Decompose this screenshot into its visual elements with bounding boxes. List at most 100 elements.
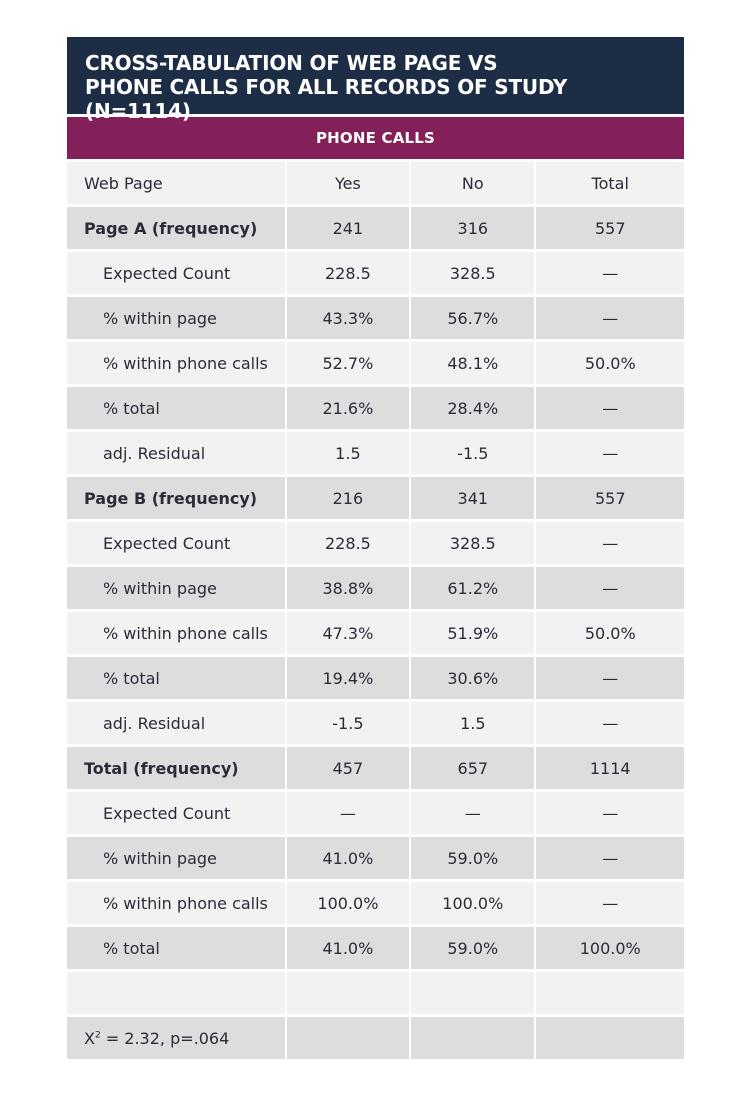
cell-yes: 21.6% bbox=[286, 387, 410, 429]
cell-yes: 52.7% bbox=[286, 342, 410, 384]
cell-total: — bbox=[536, 567, 684, 609]
cell-yes: 228.5 bbox=[286, 252, 410, 294]
table-row: adj. Residual -1.5 1.5 — bbox=[67, 702, 684, 744]
row-label: Expected Count bbox=[67, 792, 285, 834]
cell-total: 100.0% bbox=[536, 927, 684, 969]
table-row: % total 41.0% 59.0% 100.0% bbox=[67, 927, 684, 969]
row-label: % within phone calls bbox=[67, 612, 285, 654]
cell-yes: 41.0% bbox=[286, 837, 410, 879]
cell-no: 30.6% bbox=[411, 657, 535, 699]
cell-no: 56.7% bbox=[411, 297, 535, 339]
empty-cell bbox=[286, 1017, 410, 1059]
table-row: Page B (frequency) 216 341 557 bbox=[67, 477, 684, 519]
cell-yes: 41.0% bbox=[286, 927, 410, 969]
crosstab-card: CROSS-TABULATION OF WEB PAGE VS PHONE CA… bbox=[67, 37, 684, 1062]
column-header-total: Total bbox=[536, 162, 684, 204]
title-line-1: CROSS-TABULATION OF WEB PAGE VS bbox=[85, 51, 498, 75]
cell-no: 657 bbox=[411, 747, 535, 789]
cell-no: 51.9% bbox=[411, 612, 535, 654]
footnote-superscript: 2 bbox=[94, 1030, 101, 1041]
row-label: Expected Count bbox=[67, 252, 285, 294]
cell-no: -1.5 bbox=[411, 432, 535, 474]
cell-total: — bbox=[536, 792, 684, 834]
table-row: % within phone calls 52.7% 48.1% 50.0% bbox=[67, 342, 684, 384]
empty-cell bbox=[411, 1017, 535, 1059]
row-label: adj. Residual bbox=[67, 702, 285, 744]
row-label: adj. Residual bbox=[67, 432, 285, 474]
cell-yes: 241 bbox=[286, 207, 410, 249]
table-row: % total 21.6% 28.4% — bbox=[67, 387, 684, 429]
cell-total: 557 bbox=[536, 477, 684, 519]
cell-no: 59.0% bbox=[411, 927, 535, 969]
table-row: % within page 43.3% 56.7% — bbox=[67, 297, 684, 339]
cell-no: 48.1% bbox=[411, 342, 535, 384]
table-row: % within phone calls 100.0% 100.0% — bbox=[67, 882, 684, 924]
cell-yes: 457 bbox=[286, 747, 410, 789]
cell-yes: 216 bbox=[286, 477, 410, 519]
footnote-symbol: X bbox=[84, 1028, 95, 1048]
table-title: CROSS-TABULATION OF WEB PAGE VS PHONE CA… bbox=[67, 37, 684, 123]
table-row: % within phone calls 47.3% 51.9% 50.0% bbox=[67, 612, 684, 654]
row-label: % within page bbox=[67, 567, 285, 609]
cell-no: — bbox=[411, 792, 535, 834]
footnote-text: = 2.32, p=.064 bbox=[100, 1028, 230, 1048]
cell-no: 100.0% bbox=[411, 882, 535, 924]
cell-yes: 100.0% bbox=[286, 882, 410, 924]
cell-no: 61.2% bbox=[411, 567, 535, 609]
cell-no: 59.0% bbox=[411, 837, 535, 879]
cell-total: 50.0% bbox=[536, 612, 684, 654]
row-label: Expected Count bbox=[67, 522, 285, 564]
chi-square-footnote: X2 = 2.32, p=.064 bbox=[67, 1017, 285, 1059]
column-header-row: Web Page Yes No Total bbox=[67, 162, 684, 204]
cell-no: 328.5 bbox=[411, 522, 535, 564]
row-label: % total bbox=[67, 927, 285, 969]
row-label: % within page bbox=[67, 837, 285, 879]
footnote-row: X2 = 2.32, p=.064 bbox=[67, 1017, 684, 1059]
cell-total: — bbox=[536, 252, 684, 294]
row-label: Total (frequency) bbox=[67, 747, 285, 789]
cell-total: — bbox=[536, 657, 684, 699]
cell-yes: -1.5 bbox=[286, 702, 410, 744]
cell-total: — bbox=[536, 837, 684, 879]
table-row: % total 19.4% 30.6% — bbox=[67, 657, 684, 699]
table-row: adj. Residual 1.5 -1.5 — bbox=[67, 432, 684, 474]
row-label: % total bbox=[67, 387, 285, 429]
cell-no: 316 bbox=[411, 207, 535, 249]
row-label: % within phone calls bbox=[67, 882, 285, 924]
cell-total: 50.0% bbox=[536, 342, 684, 384]
cell-yes: 43.3% bbox=[286, 297, 410, 339]
cell-yes: 1.5 bbox=[286, 432, 410, 474]
table-row: Total (frequency) 457 657 1114 bbox=[67, 747, 684, 789]
cell-no: 328.5 bbox=[411, 252, 535, 294]
empty-cell bbox=[67, 972, 285, 1014]
cell-total: — bbox=[536, 432, 684, 474]
empty-row bbox=[67, 972, 684, 1014]
cell-total: 1114 bbox=[536, 747, 684, 789]
empty-cell bbox=[286, 972, 410, 1014]
row-label: % total bbox=[67, 657, 285, 699]
column-header-yes: Yes bbox=[286, 162, 410, 204]
row-label: Page B (frequency) bbox=[67, 477, 285, 519]
cell-total: — bbox=[536, 297, 684, 339]
table-row: Expected Count — — — bbox=[67, 792, 684, 834]
cell-yes: 228.5 bbox=[286, 522, 410, 564]
empty-cell bbox=[536, 972, 684, 1014]
table-row: Page A (frequency) 241 316 557 bbox=[67, 207, 684, 249]
row-label: % within phone calls bbox=[67, 342, 285, 384]
cell-total: 557 bbox=[536, 207, 684, 249]
empty-cell bbox=[536, 1017, 684, 1059]
crosstab-table: Web Page Yes No Total Page A (frequency)… bbox=[65, 159, 686, 1062]
row-label: Page A (frequency) bbox=[67, 207, 285, 249]
cell-yes: 19.4% bbox=[286, 657, 410, 699]
cell-total: — bbox=[536, 882, 684, 924]
title-line-2: PHONE CALLS FOR ALL RECORDS OF STUDY (N=… bbox=[85, 75, 568, 123]
table-row: Expected Count 228.5 328.5 — bbox=[67, 252, 684, 294]
cell-total: — bbox=[536, 387, 684, 429]
cell-total: — bbox=[536, 522, 684, 564]
cell-yes: 38.8% bbox=[286, 567, 410, 609]
cell-total: — bbox=[536, 702, 684, 744]
phone-calls-header: PHONE CALLS bbox=[67, 117, 684, 159]
cell-yes: 47.3% bbox=[286, 612, 410, 654]
column-header-no: No bbox=[411, 162, 535, 204]
cell-no: 341 bbox=[411, 477, 535, 519]
